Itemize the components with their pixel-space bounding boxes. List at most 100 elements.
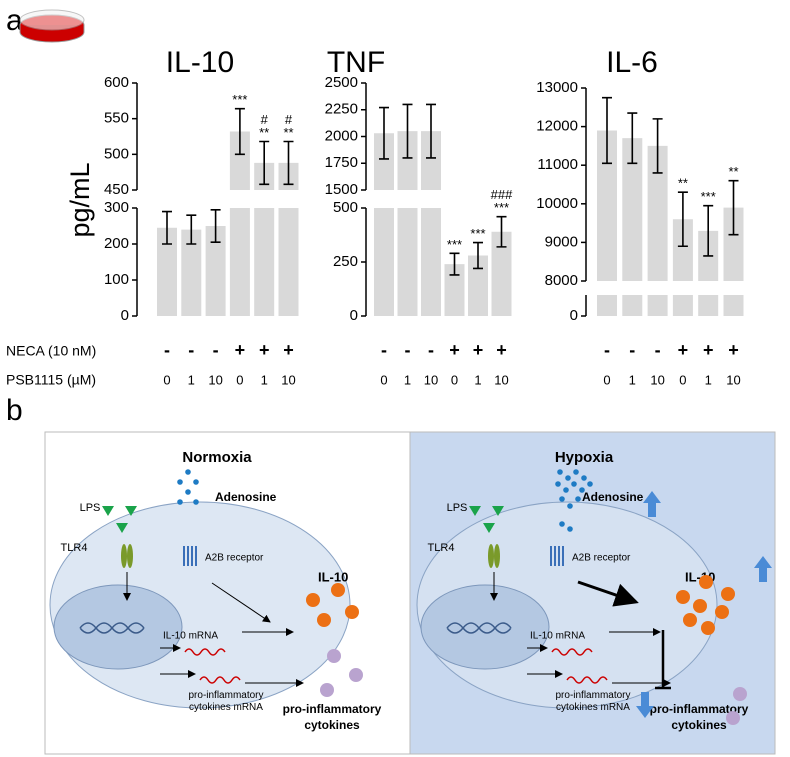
significance-label: ** xyxy=(678,176,688,191)
error-bar xyxy=(186,214,197,245)
lps xyxy=(483,523,495,533)
tlr4-label: TLR4 xyxy=(61,542,88,554)
adenosine-label: Adenosine xyxy=(582,490,644,504)
adenosine xyxy=(567,526,573,532)
error-bar xyxy=(210,209,221,243)
adenosine xyxy=(555,481,561,487)
adenosine xyxy=(177,499,183,505)
significance-label: *** xyxy=(494,200,509,215)
adenosine-label: Adenosine xyxy=(215,490,277,504)
neca-label: + xyxy=(283,340,294,360)
y-tick-label: 1750 xyxy=(325,154,358,171)
psb-label: 0 xyxy=(236,372,243,387)
y-tick-label: 2500 xyxy=(325,74,358,91)
psb-label: 10 xyxy=(650,372,664,387)
y-tick-label: 500 xyxy=(104,145,129,162)
y-tick-label: 450 xyxy=(104,181,129,198)
cyt-mrna-line: cytokines mRNA xyxy=(189,702,263,713)
panel-title: Normoxia xyxy=(182,449,252,466)
bar xyxy=(278,162,299,316)
y-tick-label: 600 xyxy=(104,74,129,91)
adenosine xyxy=(193,499,199,505)
il10-protein xyxy=(721,587,735,601)
inhibition xyxy=(655,630,671,690)
neca-label: - xyxy=(213,340,219,360)
neca-label: - xyxy=(164,340,170,360)
psb-label: 0 xyxy=(679,372,686,387)
significance-label: # xyxy=(261,112,269,127)
il10-mrna-label: IL-10 mRNA xyxy=(163,631,218,642)
cytokines-label: pro-inflammatory cytokines xyxy=(650,702,749,732)
y-tick-label: 9000 xyxy=(545,233,578,250)
cytokine xyxy=(726,711,740,725)
error-bar xyxy=(703,204,714,257)
chart-title: IL-6 xyxy=(606,46,658,79)
error-bar xyxy=(496,215,507,248)
tlr4 xyxy=(488,544,494,568)
adenosine xyxy=(567,503,573,509)
neca-label: + xyxy=(496,340,507,360)
error-bar xyxy=(627,112,638,165)
psb-label: 0 xyxy=(163,372,170,387)
cytokine xyxy=(733,687,747,701)
psb-label: 10 xyxy=(281,372,295,387)
cytokines-line: pro-inflammatory xyxy=(650,702,749,716)
lps-label: LPS xyxy=(447,502,468,514)
neca-label: - xyxy=(381,340,387,360)
psb-label: 0 xyxy=(451,372,458,387)
lps-label: LPS xyxy=(80,502,101,514)
nucleus xyxy=(53,584,183,670)
lps xyxy=(492,506,504,516)
y-tick-label: 13000 xyxy=(536,79,578,96)
bar xyxy=(254,162,275,316)
tlr4 xyxy=(494,544,500,568)
adenosine xyxy=(587,481,593,487)
cytokines-line: pro-inflammatory xyxy=(283,702,382,716)
cytokines-label: pro-inflammatory cytokines xyxy=(283,702,382,732)
adenosine xyxy=(559,521,565,527)
y-tick-label: 10000 xyxy=(536,195,578,212)
a2b-receptor xyxy=(550,546,564,566)
bar xyxy=(374,133,394,316)
il10-protein xyxy=(699,575,713,589)
significance-label: *** xyxy=(701,189,716,204)
il10-mrna xyxy=(184,648,226,656)
change-arrow xyxy=(754,556,772,582)
neca-label: + xyxy=(235,340,246,360)
il10-protein xyxy=(701,621,715,635)
bar xyxy=(181,229,202,316)
y-tick-label: 12000 xyxy=(536,118,578,135)
error-bar xyxy=(426,103,436,159)
adenosine xyxy=(575,496,581,502)
psb-label: 1 xyxy=(705,372,712,387)
row-label: NECA (10 nM) xyxy=(6,343,96,359)
error-bar xyxy=(602,96,612,165)
psb-label: 10 xyxy=(208,372,222,387)
neca-label: + xyxy=(703,340,714,360)
cyt-mrna-label: pro-inflammatory cytokines mRNA xyxy=(188,690,263,713)
y-axis-label: pg/mL xyxy=(65,162,95,237)
psb-label: 0 xyxy=(380,372,387,387)
cytokine xyxy=(349,668,363,682)
cyt-mrna-label: pro-inflammatory cytokines mRNA xyxy=(555,690,630,713)
il10-protein xyxy=(715,605,729,619)
psb-label: 10 xyxy=(424,372,438,387)
y-tick-label: 0 xyxy=(121,307,129,324)
y-tick-label: 250 xyxy=(333,253,358,270)
cyt-mrna-line: pro-inflammatory xyxy=(555,690,630,701)
panel-label: b xyxy=(6,394,23,427)
error-bar xyxy=(402,103,413,159)
error-bar xyxy=(283,140,294,186)
error-bar xyxy=(677,191,688,248)
neca-label: - xyxy=(629,340,635,360)
y-tick-label: 2250 xyxy=(325,101,358,118)
error-bar xyxy=(162,210,172,245)
error-bar xyxy=(652,118,663,174)
bar xyxy=(698,230,719,316)
dna xyxy=(79,622,145,634)
psb-label: 1 xyxy=(404,372,411,387)
cytokine xyxy=(327,649,341,663)
bar xyxy=(229,131,250,316)
adenosine xyxy=(579,487,585,493)
